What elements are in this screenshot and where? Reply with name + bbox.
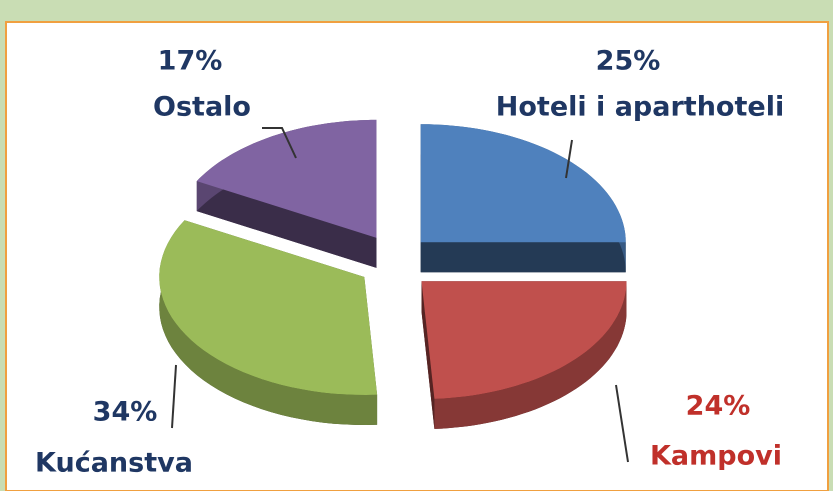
slice — [159, 220, 378, 395]
value-label: 24% — [686, 391, 751, 422]
slice-wall — [420, 242, 626, 273]
category-label: Kućanstva — [35, 448, 193, 479]
plot-frame — [5, 21, 829, 491]
value-label: 17% — [158, 46, 223, 77]
slice — [196, 119, 377, 238]
slice-wall — [196, 181, 377, 268]
value-label: 34% — [93, 397, 158, 428]
category-label: Kampovi — [650, 441, 782, 472]
slice-side — [434, 281, 627, 429]
slice — [420, 124, 626, 243]
pie — [159, 119, 627, 429]
leader-line — [262, 127, 297, 159]
slice-side — [159, 220, 378, 425]
leader-line — [171, 364, 177, 429]
leader-line — [615, 384, 629, 463]
slice-wall — [421, 281, 435, 429]
value-label: 25% — [596, 46, 661, 77]
leader-line — [565, 139, 573, 179]
category-label: Hoteli i aparthoteli — [496, 92, 784, 123]
category-label: Ostalo — [153, 92, 251, 123]
slice — [421, 281, 627, 399]
